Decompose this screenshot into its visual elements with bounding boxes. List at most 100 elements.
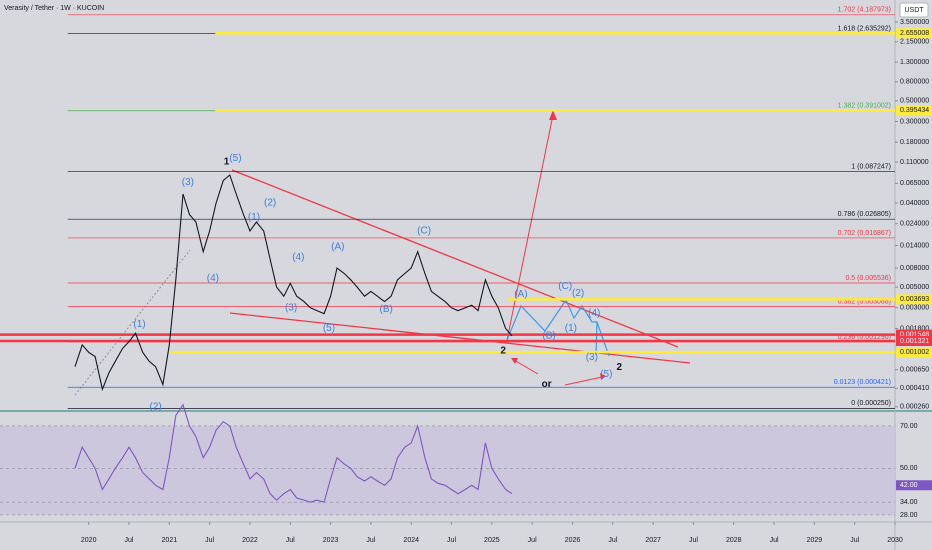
wave-label: 2 [500, 345, 506, 356]
rsi-tick-label: 28.00 [900, 512, 918, 519]
fib-label: 1.382 (0.391002) [838, 103, 891, 110]
rsi-last-label: 42.00 [900, 482, 918, 489]
wave-label: (5) [229, 153, 241, 164]
y-tick-label: 0.008000 [900, 265, 929, 272]
price-tag [896, 28, 932, 39]
x-tick-label: 2022 [242, 537, 258, 544]
x-tick-label: Jul [205, 537, 214, 544]
wave-label: (C) [417, 226, 431, 237]
series-line [74, 174, 513, 392]
rsi-band [0, 425, 895, 515]
price-axis [895, 0, 932, 550]
price-tag-label: 0.001321 [900, 338, 929, 345]
y-tick-label: 0.110000 [900, 159, 929, 166]
axis-unit[interactable]: USDT [904, 7, 924, 14]
y-tick-label: 0.065000 [900, 180, 929, 187]
x-tick-label: Jul [125, 537, 134, 544]
y-tick-label: 0.500000 [900, 98, 929, 105]
price-tag-label: 0.395434 [900, 107, 929, 114]
y-tick-label: 0.000260 [900, 404, 929, 411]
x-tick-label: 2020 [81, 537, 97, 544]
wave-label: (2) [149, 401, 161, 412]
wave-label: (B) [380, 304, 393, 315]
wave-label: or [542, 379, 552, 390]
arrow-left [513, 359, 539, 375]
wave-label: (1) [133, 319, 145, 330]
price-tag-label: 0.001548 [900, 331, 929, 338]
wave-label: (3) [182, 177, 194, 188]
wave-label: (A) [514, 289, 527, 300]
wave-label: 2 [616, 362, 622, 373]
y-tick-label: 2.150000 [900, 39, 929, 46]
x-tick-label: 2030 [887, 537, 903, 544]
x-tick-label: 2025 [484, 537, 500, 544]
wave-label: (B) [542, 330, 555, 341]
wave-label: (4) [292, 252, 304, 263]
unit-box[interactable] [899, 2, 929, 18]
target-arrow [506, 114, 554, 341]
wave-label: (C) [558, 281, 572, 292]
rsi-last-tag [896, 480, 932, 491]
price-tag-label: 2.655008 [900, 30, 929, 37]
wave-label: (4) [207, 273, 219, 284]
dashed-trendline [74, 249, 191, 396]
x-tick-label: 2026 [565, 537, 581, 544]
projection-path [596, 321, 610, 357]
fib-label: 0.5 (0.005536) [845, 275, 891, 282]
arrow-right [564, 376, 603, 386]
wave-label: (2) [264, 198, 276, 209]
x-tick-label: 2023 [323, 537, 339, 544]
x-tick-label: Jul [366, 537, 375, 544]
wave-label: (5) [323, 323, 335, 334]
x-tick-label: 2021 [162, 537, 178, 544]
fib-label: 1.618 (2.635292) [838, 25, 891, 32]
fib-label: 0.786 (0.026805) [838, 211, 891, 218]
rsi-tick-label: 50.00 [900, 465, 918, 472]
price-tag [896, 294, 932, 305]
fib-label: 1.702 (4.187973) [838, 7, 891, 14]
fib-label: 0.382 (0.003088) [838, 298, 891, 305]
wave-label: (5) [600, 369, 612, 380]
y-tick-label: 0.800000 [900, 79, 929, 86]
x-tick-label: 2029 [807, 537, 823, 544]
wave-label: (1) [248, 212, 260, 223]
arrow-head [549, 110, 557, 120]
y-tick-label: 0.000650 [900, 367, 929, 374]
wave-label: 1 [224, 157, 230, 168]
x-tick-label: Jul [528, 537, 537, 544]
x-tick-label: 2024 [403, 537, 419, 544]
y-tick-label: 3.500000 [900, 19, 929, 26]
y-tick-label: 0.024000 [900, 221, 929, 228]
y-tick-label: 0.000410 [900, 385, 929, 392]
rsi-tick-label: 70.00 [900, 423, 918, 430]
x-tick-label: 2027 [645, 537, 661, 544]
y-tick-label: 0.005000 [900, 284, 929, 291]
y-tick-label: 0.001800 [900, 325, 929, 332]
arrow-head [511, 358, 518, 364]
wave-label: (4) [588, 308, 600, 319]
fib-label: 1 (0.087247) [851, 163, 891, 170]
x-tick-label: Jul [447, 537, 456, 544]
wave-label: (1) [565, 323, 577, 334]
fib-label: 0.236 (0.001290) [838, 334, 891, 341]
price-tag-label: 0.003693 [900, 296, 929, 303]
lower-trendline [229, 312, 691, 364]
x-tick-label: Jul [608, 537, 617, 544]
drawings [74, 110, 691, 396]
fib-label: 0.0123 (0.000421) [834, 379, 891, 386]
wave-label: (3) [586, 352, 598, 363]
x-tick-label: Jul [286, 537, 295, 544]
x-tick-label: Jul [850, 537, 859, 544]
rsi-tick-label: 34.00 [900, 499, 918, 506]
price-tag [896, 329, 932, 340]
upper-trendline [231, 169, 679, 348]
y-tick-label: 0.300000 [900, 118, 929, 125]
y-tick-label: 0.040000 [900, 200, 929, 207]
series-line [74, 403, 513, 503]
arrow-head [600, 373, 606, 380]
x-tick-label: Jul [689, 537, 698, 544]
wave-label: (2) [572, 288, 584, 299]
price-tag-label: 0.001002 [900, 349, 929, 356]
y-tick-label: 0.180000 [900, 139, 929, 146]
